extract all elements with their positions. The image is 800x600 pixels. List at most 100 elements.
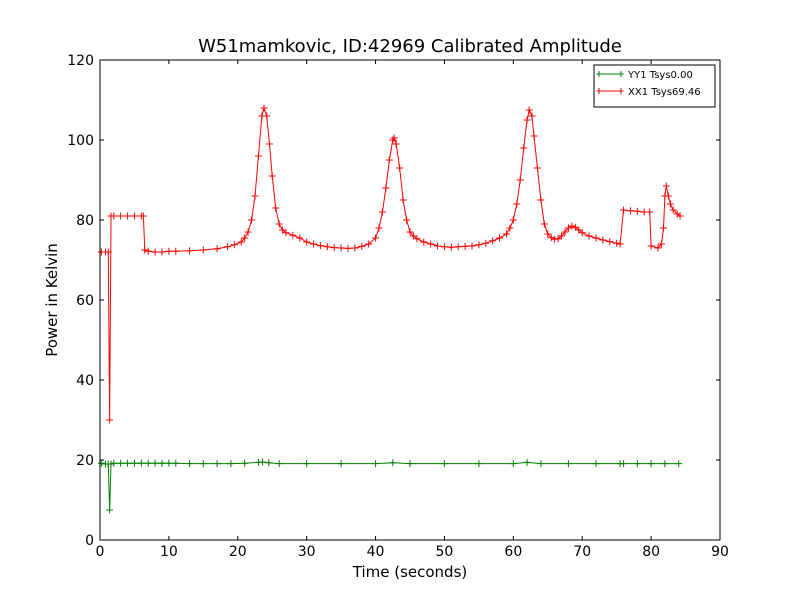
data-point-marker (260, 104, 268, 112)
data-point-marker (151, 248, 159, 256)
data-point-marker (475, 460, 483, 468)
legend-entry: YY1 Tsys0.00 (596, 70, 693, 81)
data-point-marker (633, 207, 641, 215)
data-point-marker (606, 238, 614, 246)
data-point-marker (633, 460, 641, 468)
data-point-marker (646, 208, 654, 216)
data-point-marker (110, 459, 118, 467)
data-point-marker (259, 458, 267, 466)
legend-label: YY1 Tsys0.00 (627, 70, 693, 81)
data-point-marker (592, 460, 600, 468)
x-tick-label: 0 (96, 544, 105, 560)
data-point-marker (440, 243, 448, 251)
data-point-marker (662, 182, 670, 190)
data-point-marker (130, 459, 138, 467)
data-point-marker (544, 230, 552, 238)
data-point-marker (568, 222, 576, 230)
data-point-marker (389, 459, 397, 467)
data-point-marker (365, 240, 373, 248)
data-point-marker (537, 460, 545, 468)
data-point-marker (244, 228, 252, 236)
data-point-marker (520, 144, 528, 152)
data-point-marker (647, 242, 655, 250)
data-point-marker (502, 230, 510, 238)
data-point-marker (547, 234, 555, 242)
data-point-marker (406, 228, 414, 236)
data-point-marker (654, 244, 662, 252)
data-point-marker (186, 460, 194, 468)
data-point-marker (172, 459, 180, 467)
data-point-marker (323, 243, 331, 251)
data-point-marker (106, 506, 114, 514)
data-point-marker (199, 246, 207, 254)
data-point-marker (151, 459, 159, 467)
data-point-marker (289, 231, 297, 239)
series-0 (97, 458, 683, 514)
data-point-marker (523, 116, 531, 124)
data-point-marker (316, 242, 324, 250)
data-point-marker (137, 459, 145, 467)
x-tick-label: 80 (642, 544, 660, 560)
x-tick-label: 50 (436, 544, 454, 560)
data-point-marker (516, 176, 524, 184)
data-point-marker (592, 234, 600, 242)
data-point-marker (248, 216, 256, 224)
data-point-marker (227, 460, 235, 468)
data-point-marker (186, 247, 194, 255)
data-point-marker (564, 460, 572, 468)
y-tick-label: 100 (67, 133, 94, 149)
plot-frame (99, 59, 721, 541)
data-point-marker (661, 460, 669, 468)
data-point-marker (124, 212, 132, 220)
y-axis-label: Power in Kelvin (43, 243, 61, 357)
data-point-marker (158, 248, 166, 256)
data-point-marker (104, 248, 112, 256)
data-point-marker (223, 243, 231, 251)
x-tick-label: 70 (573, 544, 591, 560)
data-point-marker (392, 140, 400, 148)
data-point-marker (427, 240, 435, 248)
data-point-marker (533, 164, 541, 172)
data-point-marker (390, 134, 398, 142)
data-point-marker (647, 460, 655, 468)
data-point-marker (620, 206, 628, 214)
data-point-marker (561, 228, 569, 236)
data-point-marker (406, 460, 414, 468)
data-point-marker (144, 247, 152, 255)
data-point-marker (396, 164, 404, 172)
x-tick-label: 40 (367, 544, 385, 560)
data-point-marker (330, 244, 338, 252)
series-layer (97, 104, 684, 514)
data-point-marker (265, 140, 273, 148)
x-tick-label: 30 (298, 544, 316, 560)
data-point-marker (282, 229, 290, 237)
data-point-marker (475, 241, 483, 249)
y-tick-label: 60 (76, 293, 94, 309)
y-tick-label: 120 (67, 53, 94, 69)
data-point-marker (420, 238, 428, 246)
data-point-marker (626, 207, 634, 215)
legend-entry: XX1 Tsys69.46 (596, 87, 701, 98)
data-point-marker (616, 240, 624, 248)
data-point-marker (399, 196, 407, 204)
data-point-marker (110, 212, 118, 220)
data-point-marker (272, 204, 280, 212)
data-point-marker (344, 244, 352, 252)
series-line (101, 106, 681, 421)
data-point-marker (468, 242, 476, 250)
legend-box (593, 64, 716, 108)
data-point-marker (254, 152, 262, 160)
data-point-marker (675, 460, 683, 468)
data-point-marker (434, 242, 442, 250)
series-1 (97, 104, 684, 424)
ticks-layer: 0 10 20 30 40 50 60 70 80 90 0 20 40 60 80 100 120 (67, 53, 729, 560)
data-point-marker (165, 459, 173, 467)
data-point-marker (172, 247, 180, 255)
y-tick-label: 20 (76, 453, 94, 469)
data-point-marker (660, 224, 668, 232)
data-point-marker (358, 242, 366, 250)
data-point-marker (141, 246, 149, 254)
data-point-marker (372, 234, 380, 242)
data-point-marker (378, 208, 386, 216)
